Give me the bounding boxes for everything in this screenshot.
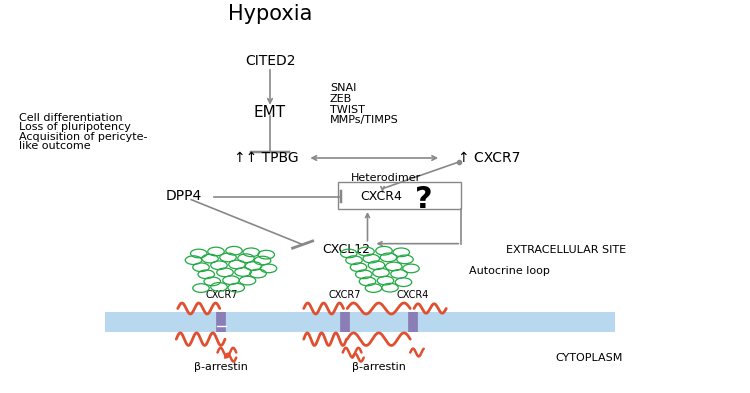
Text: CXCR7: CXCR7 [328, 290, 362, 300]
Text: Cell differentiation: Cell differentiation [19, 113, 122, 123]
Text: CXCR4: CXCR4 [396, 290, 429, 300]
Text: CXCR7: CXCR7 [205, 290, 238, 300]
Text: Acquisition of pericyte-: Acquisition of pericyte- [19, 132, 147, 142]
Text: DPP4: DPP4 [166, 189, 202, 204]
Text: ↑ CXCR7: ↑ CXCR7 [458, 151, 520, 165]
Text: ↑↑ TPBG: ↑↑ TPBG [234, 151, 298, 165]
Bar [105, 312, 615, 332]
Text: like outcome: like outcome [19, 141, 90, 151]
Text: Autocrine loop: Autocrine loop [469, 266, 550, 276]
Text: CXCL12: CXCL12 [322, 243, 370, 256]
Text: CITED2: CITED2 [244, 54, 296, 68]
Text: EMT: EMT [254, 105, 286, 119]
Text: β-arrestin: β-arrestin [352, 362, 406, 373]
Text: EXTRACELLULAR SITE: EXTRACELLULAR SITE [506, 244, 626, 255]
Text: Hypoxia: Hypoxia [228, 4, 312, 24]
Text: MMPs/TIMPS: MMPs/TIMPS [330, 115, 399, 125]
Text: β-arrestin: β-arrestin [194, 362, 248, 373]
Text: TWIST: TWIST [330, 105, 364, 115]
Text: CYTOPLASM: CYTOPLASM [555, 353, 622, 363]
Text: CXCR4: CXCR4 [360, 190, 402, 203]
Text: SNAI: SNAI [330, 83, 356, 94]
Text: Loss of pluripotency: Loss of pluripotency [19, 122, 130, 132]
Text: Heterodimer: Heterodimer [351, 173, 422, 183]
Text: ?: ? [415, 185, 433, 214]
Bar [338, 182, 461, 209]
Text: ZEB: ZEB [330, 94, 352, 104]
